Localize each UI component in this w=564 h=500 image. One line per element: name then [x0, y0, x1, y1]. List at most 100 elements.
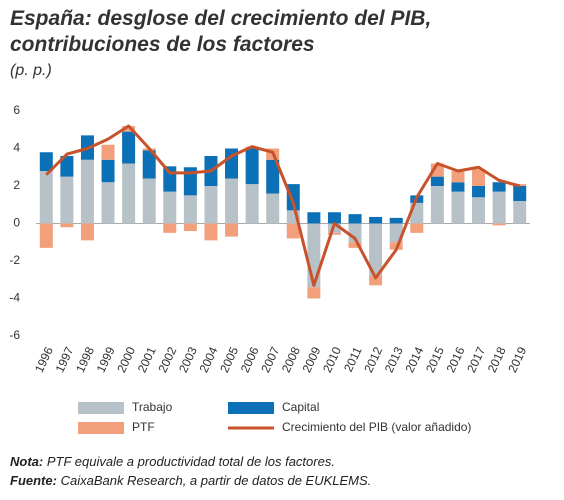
bar-segment: [430, 176, 444, 186]
bar-segment: [307, 212, 321, 224]
bar-segment: [451, 171, 465, 183]
x-tick-label: 2019: [505, 344, 529, 374]
bar-segment: [348, 242, 362, 248]
bar-segment: [492, 223, 506, 226]
bar-segment: [183, 195, 197, 224]
x-tick-label: 2009: [299, 344, 323, 374]
x-tick-label: 2002: [155, 344, 179, 374]
bar-segment: [513, 201, 527, 224]
x-tick-label: 2001: [135, 344, 159, 374]
x-tick-label: 2012: [361, 344, 385, 374]
source: Fuente: CaixaBank Research, a partir de …: [10, 473, 371, 488]
bar-segment: [307, 223, 321, 288]
bar-segment: [245, 184, 259, 224]
note: Nota: PTF equivale a productividad total…: [10, 454, 335, 469]
bar-segment: [163, 223, 177, 233]
x-tick-label: 2004: [197, 344, 221, 374]
bar-segment: [225, 178, 239, 224]
bar-segment: [142, 178, 156, 224]
y-tick-label: -2: [9, 253, 20, 267]
bar-segment: [492, 191, 506, 224]
bar-segment: [101, 144, 115, 160]
bar-segment: [451, 191, 465, 224]
x-tick-label: 2014: [402, 344, 426, 374]
bar-segment: [286, 223, 300, 239]
note-label: Fuente:: [10, 473, 57, 488]
bar-segment: [266, 193, 280, 224]
bar-segment: [369, 223, 383, 276]
x-tick-label: 2008: [279, 344, 303, 374]
legend-label: Capital: [282, 400, 319, 414]
legend-swatch: [228, 402, 274, 414]
x-tick-label: 2005: [217, 344, 241, 374]
bar-segment: [204, 186, 218, 224]
x-tick-label: 2003: [176, 344, 200, 374]
bar-segment: [101, 182, 115, 224]
x-tick-label: 1997: [52, 344, 76, 374]
bar-segment: [60, 223, 74, 228]
bar-segment: [307, 287, 321, 299]
bar-segment: [163, 166, 177, 192]
bar-segment: [39, 152, 53, 171]
bar-segment: [122, 131, 136, 164]
bar-segment: [39, 171, 53, 224]
legend-label: Trabajo: [132, 400, 173, 414]
y-tick-label: 2: [13, 178, 20, 192]
x-tick-label: 2010: [320, 344, 344, 374]
bar-segment: [348, 214, 362, 224]
x-tick-label: 2007: [258, 344, 282, 374]
note-text: CaixaBank Research, a partir de datos de…: [60, 473, 372, 488]
x-tick-label: 1996: [32, 344, 56, 374]
x-tick-label: 2018: [485, 344, 509, 374]
bar-segment: [204, 223, 218, 241]
bar-segment: [80, 159, 94, 224]
bar-segment: [39, 223, 53, 248]
bar-segment: [513, 186, 527, 201]
y-tick-label: 6: [13, 103, 20, 117]
legend-swatch: [78, 422, 124, 434]
bar-segment: [492, 182, 506, 192]
bar-segment: [410, 223, 424, 233]
bar-segment: [60, 176, 74, 224]
bar-segment: [472, 186, 486, 198]
y-tick-label: 0: [13, 216, 20, 230]
bar-segment: [225, 223, 239, 237]
bar-segment: [142, 150, 156, 179]
x-tick-label: 2017: [464, 344, 488, 374]
bar-segment: [163, 191, 177, 224]
y-tick-label: -6: [9, 328, 20, 342]
x-tick-label: 2015: [423, 344, 447, 374]
x-tick-label: 2000: [114, 344, 138, 374]
legend-label: PTF: [132, 420, 155, 434]
bar-segment: [389, 217, 403, 224]
y-tick-label: 4: [13, 141, 20, 155]
x-tick-label: 1999: [94, 344, 118, 374]
legend-label: Crecimiento del PIB (valor añadido): [282, 420, 471, 434]
x-tick-label: 2016: [444, 344, 468, 374]
legend-swatch: [78, 402, 124, 414]
bar-segment: [472, 197, 486, 224]
chart-title: España: desglose del crecimiento del PIB…: [10, 7, 432, 56]
bar-segment: [122, 126, 136, 132]
bar-segment: [101, 159, 115, 183]
bar-segment: [122, 163, 136, 224]
y-tick-label: -4: [9, 291, 20, 305]
chart-subtitle: (p. p.): [10, 62, 52, 79]
bar-segment: [80, 223, 94, 241]
bar-segment: [430, 186, 444, 224]
note-text: PTF equivale a productividad total de lo…: [46, 454, 335, 469]
bar-segment: [245, 148, 259, 185]
x-tick-label: 2006: [238, 344, 262, 374]
bar-segment: [286, 184, 300, 211]
bar-segment: [60, 156, 74, 177]
bar-segment: [327, 212, 341, 224]
bar-segment: [369, 276, 383, 286]
line: [45, 124, 521, 287]
bar-segment: [369, 216, 383, 224]
bar-segment: [183, 223, 197, 231]
x-tick-label: 1998: [73, 344, 97, 374]
note-label: Nota:: [10, 454, 44, 469]
x-tick-label: 2013: [382, 344, 406, 374]
